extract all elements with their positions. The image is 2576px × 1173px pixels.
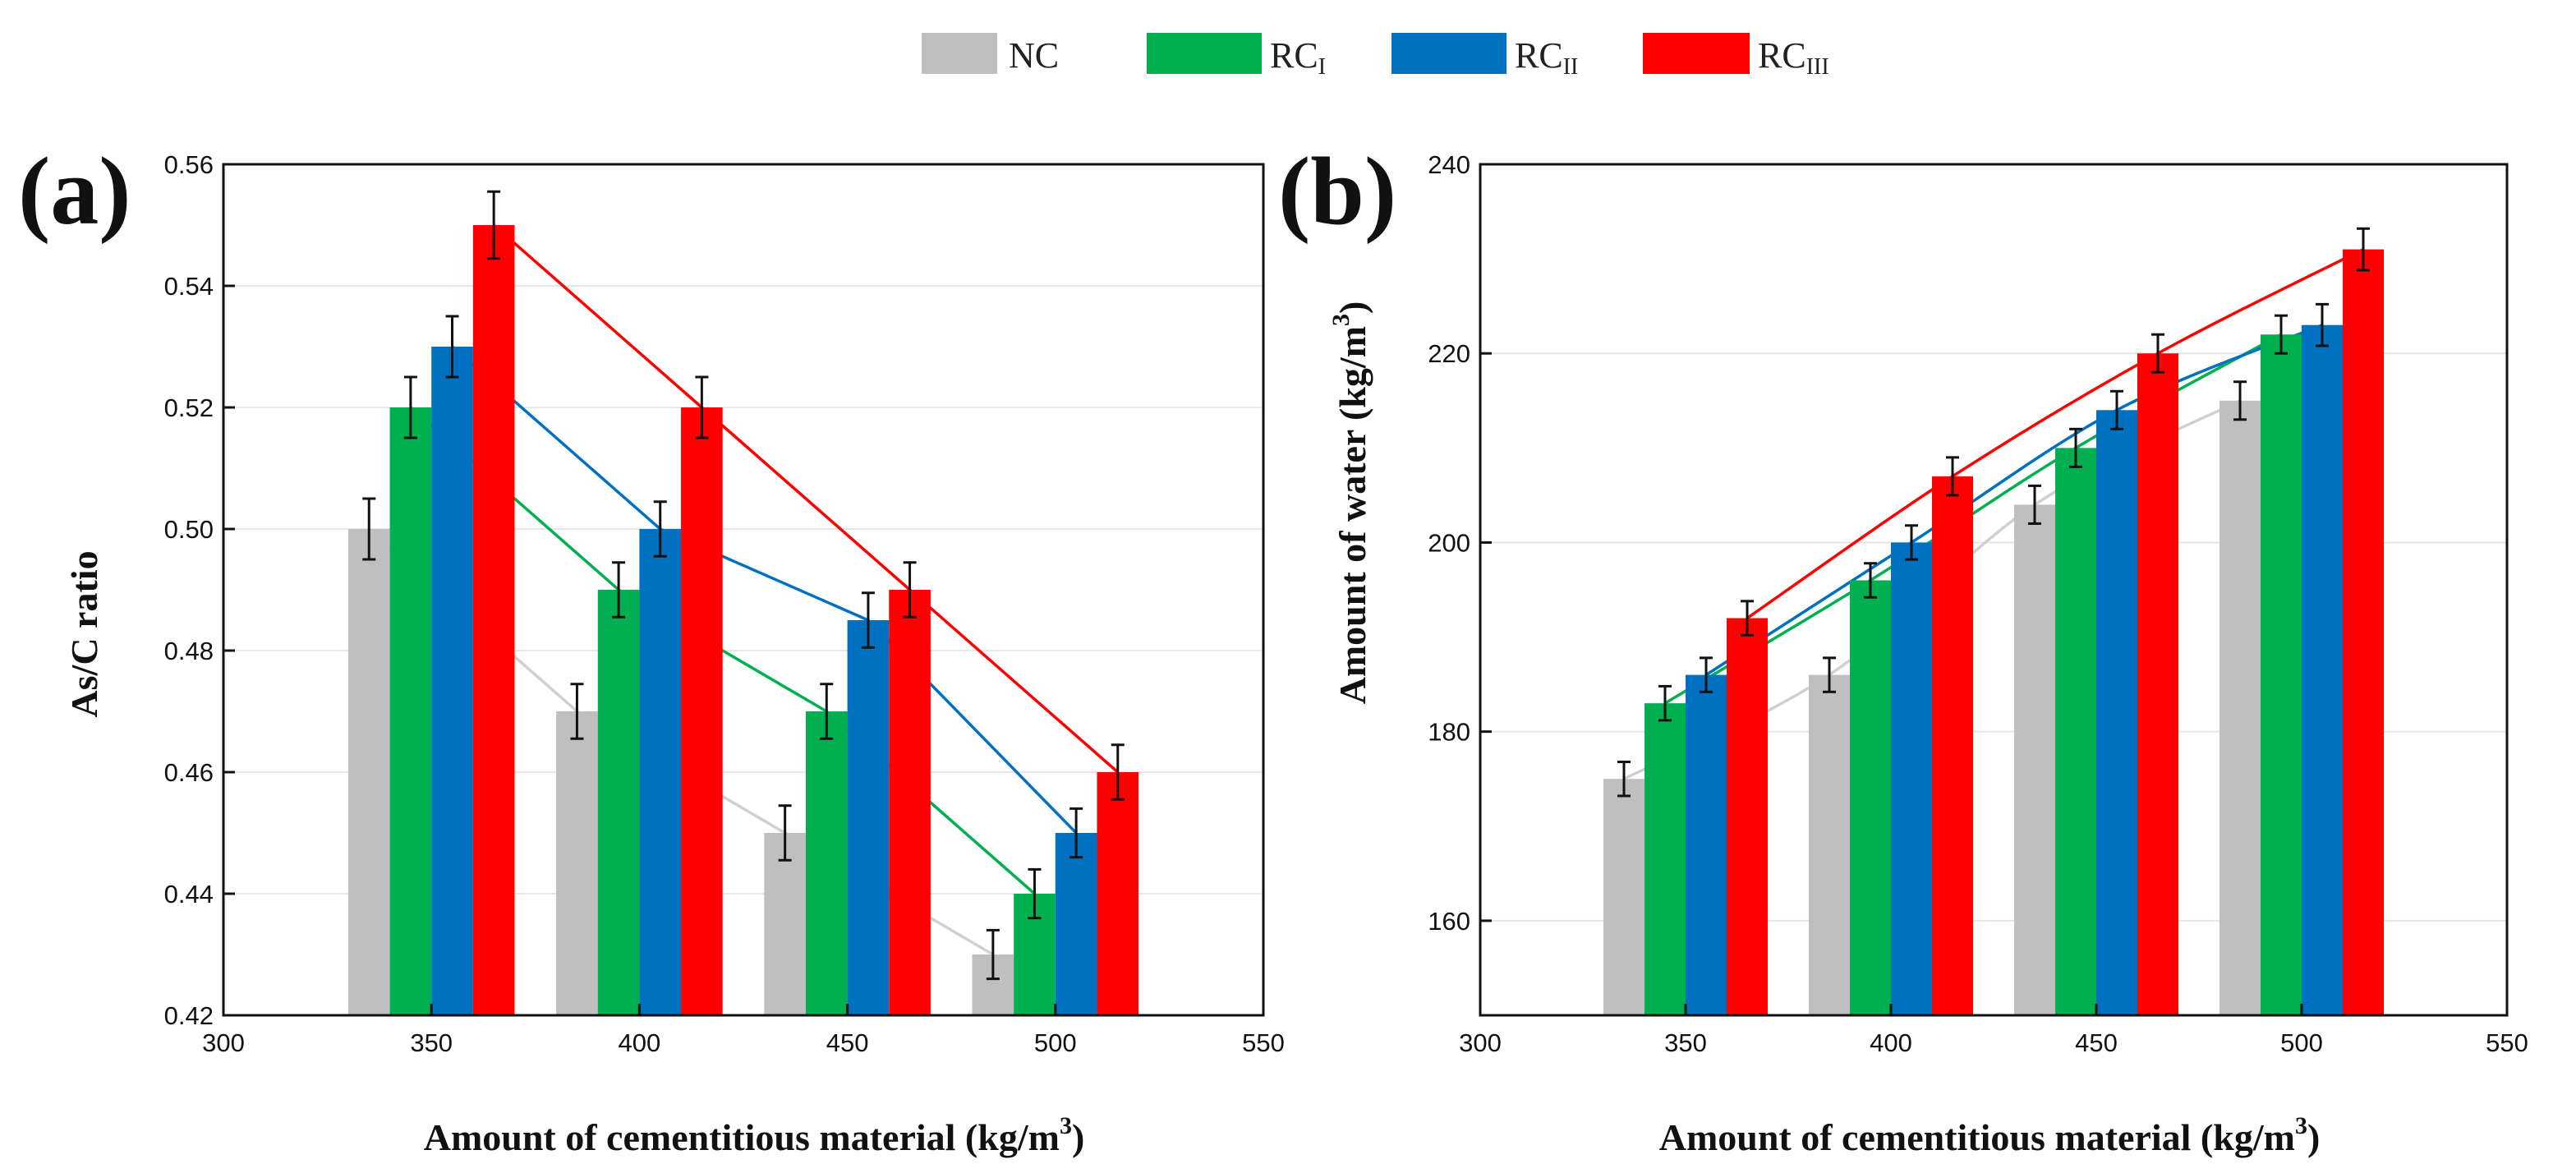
panel-b-x-tick-label: 350 xyxy=(1664,1028,1707,1057)
panel-b-label: (b) xyxy=(1278,137,1396,245)
bar-rc3-500 xyxy=(2343,249,2384,1016)
panel-a-x-ticks: 300 350 400 450 500 550 xyxy=(202,1004,1285,1057)
legend-label-rc2: RCII xyxy=(1515,35,1578,80)
panel-b: (b) 300 350 400 450 500 550 160 180 200 220 240 A… xyxy=(1278,137,2528,1158)
legend-swatch-rc1 xyxy=(1147,33,1262,74)
panel-a-bars xyxy=(347,225,1139,1015)
bar-rc2-400 xyxy=(639,529,682,1015)
bar-rc3-350 xyxy=(472,225,515,1015)
panel-a-y-tick-label: 0.42 xyxy=(164,1001,214,1030)
panel-a-x-tick-label: 550 xyxy=(1242,1028,1285,1057)
panel-b-bars xyxy=(1603,249,2384,1016)
bar-nc-450 xyxy=(764,833,806,1015)
panel-a-y-tick-label: 0.46 xyxy=(164,758,214,787)
bar-rc2-500 xyxy=(1055,833,1097,1015)
bar-rc2-350 xyxy=(1686,674,1727,1015)
bar-rc2-450 xyxy=(847,620,890,1015)
panel-b-y-tick-label: 220 xyxy=(1428,339,1470,368)
legend-label-nc: NC xyxy=(1009,35,1059,76)
legend-swatch-nc xyxy=(922,33,997,74)
legend-label-rc3: RCIII xyxy=(1758,35,1829,80)
panel-b-x-tick-label: 400 xyxy=(1870,1028,1912,1057)
panel-b-error-bars xyxy=(1617,227,2370,798)
panel-a-x-axis-title: Amount of cementitious material (kg/m3) xyxy=(424,1112,1085,1158)
bar-nc-400 xyxy=(1809,674,1850,1015)
legend-item-rc3: RCIII xyxy=(1643,33,1829,80)
bar-rc3-400 xyxy=(681,407,723,1015)
panel-b-x-tick-label: 300 xyxy=(1459,1028,1502,1057)
legend: NC RCI RCII RCIII xyxy=(922,33,1829,80)
bar-rc3-450 xyxy=(2137,353,2178,1015)
bar-nc-500 xyxy=(2220,400,2261,1015)
legend-label-rc1: RCI xyxy=(1270,35,1326,80)
panel-b-x-axis-title: Amount of cementitious material (kg/m3) xyxy=(1659,1112,2321,1158)
panel-a-y-tick-label: 0.54 xyxy=(164,272,214,301)
legend-swatch-rc3 xyxy=(1643,33,1750,74)
series-line-rc2 xyxy=(451,345,1078,835)
panel-a-error-bars xyxy=(362,190,1125,981)
bar-rc3-500 xyxy=(1097,772,1139,1015)
bar-rc3-400 xyxy=(1932,476,1973,1015)
panel-b-y-tick-label: 180 xyxy=(1428,718,1470,747)
panel-a-y-ticks: 0.42 0.44 0.46 0.48 0.50 0.52 0.54 0.56 xyxy=(164,150,235,1030)
panel-a-label: (a) xyxy=(18,137,131,245)
panel-b-x-tick-label: 500 xyxy=(2280,1028,2323,1057)
panel-b-y-tick-label: 240 xyxy=(1428,150,1470,179)
panel-a-x-tick-label: 450 xyxy=(826,1028,869,1057)
panel-a-y-tick-label: 0.56 xyxy=(164,150,214,179)
bar-rc2-450 xyxy=(2096,410,2137,1015)
bar-rc2-500 xyxy=(2302,324,2343,1015)
series-line-rc3 xyxy=(1746,248,2364,619)
bar-nc-350 xyxy=(347,529,390,1015)
bar-rc2-350 xyxy=(431,347,473,1015)
bar-nc-450 xyxy=(2014,504,2055,1015)
bar-rc1-400 xyxy=(1850,580,1891,1015)
panel-b-y-ticks: 160 180 200 220 240 xyxy=(1428,150,1492,936)
panel-a-y-tick-label: 0.50 xyxy=(164,515,214,544)
bar-rc1-450 xyxy=(805,711,848,1015)
bar-rc1-350 xyxy=(1644,703,1686,1015)
panel-a-x-tick-label: 350 xyxy=(410,1028,453,1057)
panel-b-y-tick-label: 200 xyxy=(1428,528,1470,557)
bar-nc-400 xyxy=(556,711,598,1015)
panel-a-y-tick-label: 0.44 xyxy=(164,880,214,908)
panel-a-x-tick-label: 500 xyxy=(1034,1028,1077,1057)
panel-a: (a) 300 350 400 450 500 550 0.420.440.460.480… xyxy=(18,137,1285,1158)
panel-a-x-tick-label: 300 xyxy=(202,1028,245,1057)
bar-rc1-500 xyxy=(2261,334,2302,1015)
bar-rc3-350 xyxy=(1727,618,1768,1015)
series-line-rc3 xyxy=(493,223,1119,774)
bar-nc-350 xyxy=(1603,779,1644,1015)
legend-item-rc1: RCI xyxy=(1147,33,1326,80)
legend-swatch-rc2 xyxy=(1392,33,1506,74)
panel-b-y-tick-label: 160 xyxy=(1428,907,1470,936)
bar-rc1-400 xyxy=(597,590,640,1015)
bar-rc3-450 xyxy=(889,590,931,1015)
panel-a-y-tick-label: 0.48 xyxy=(164,637,214,665)
bar-rc1-450 xyxy=(2055,448,2096,1015)
panel-b-plot-frame xyxy=(1479,163,2509,1017)
panel-a-y-tick-label: 0.52 xyxy=(164,393,214,422)
panel-a-plot-frame xyxy=(222,163,1265,1017)
legend-item-rc2: RCII xyxy=(1392,33,1578,80)
panel-a-y-axis-title: As/C ratio xyxy=(63,550,105,717)
panel-b-x-ticks: 300 350 400 450 500 550 xyxy=(1459,1004,2528,1057)
panel-b-x-tick-label: 450 xyxy=(2075,1028,2118,1057)
series-line-rc2 xyxy=(1705,324,2323,677)
panel-b-x-tick-label: 550 xyxy=(2486,1028,2528,1057)
panel-b-y-axis-title: Amount of water (kg/m3) xyxy=(1327,301,1373,705)
panel-a-x-tick-label: 400 xyxy=(619,1028,661,1057)
legend-item-nc: NC xyxy=(922,33,1059,76)
bar-rc1-350 xyxy=(389,407,432,1015)
bar-rc2-400 xyxy=(1891,542,1932,1015)
